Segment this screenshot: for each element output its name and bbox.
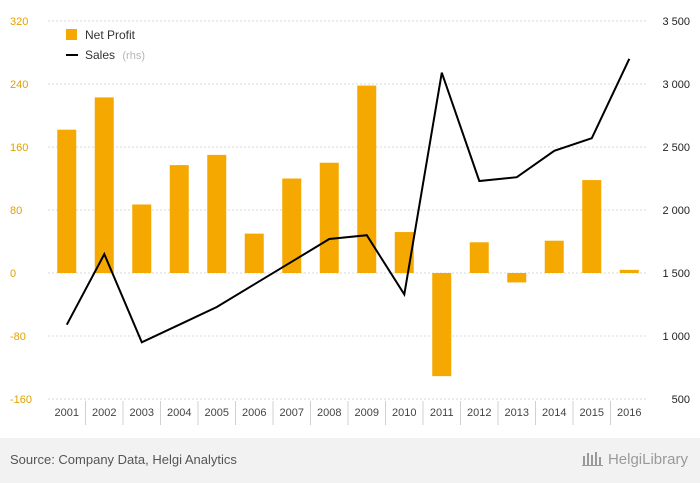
x-tick-label: 2009 (355, 407, 379, 419)
x-tick-label: 2011 (430, 407, 454, 419)
x-tick-label: 2016 (617, 407, 641, 419)
bar-net-profit-2008 (319, 162, 339, 273)
net-profit-bars (57, 85, 639, 377)
sales-line-layer (65, 58, 631, 344)
bar-net-profit-2015 (582, 180, 602, 273)
x-tick-label: 2010 (392, 407, 416, 419)
x-tick-label: 2013 (505, 407, 529, 419)
legend-label-sales-suffix: (rhs) (122, 50, 145, 62)
svg-text:Sales (rhs): Sales (rhs) (85, 48, 145, 62)
x-tick-label: 2015 (580, 407, 604, 419)
bar-net-profit-2012 (469, 242, 489, 273)
y-left-tick-label: 80 (10, 205, 22, 217)
bar-net-profit-2004 (169, 165, 189, 273)
x-tick-label: 2001 (55, 407, 79, 419)
bar-net-profit-2016 (619, 269, 639, 273)
y-left-tick-label: 240 (10, 79, 28, 91)
bar-net-profit-2007 (282, 178, 302, 273)
y-left-tick-label: -80 (10, 331, 26, 343)
bar-net-profit-2002 (94, 97, 114, 273)
bar-net-profit-2005 (207, 154, 227, 273)
bar-net-profit-2006 (244, 233, 264, 273)
left-axis-ticks: 320 240 160 80 0 -80 -160 (10, 16, 32, 406)
brand-logo: HelgiLibrary (581, 450, 688, 470)
brand-name: HelgiLibrary (607, 451, 688, 468)
y-right-tick-label: 2 000 (662, 205, 690, 217)
y-left-tick-label: 160 (10, 142, 28, 154)
bar-net-profit-2001 (57, 129, 77, 273)
bar-net-profit-2003 (132, 204, 152, 273)
y-right-tick-label: 1 000 (662, 331, 690, 343)
bar-net-profit-2011 (432, 273, 452, 377)
bar-net-profit-2013 (507, 273, 527, 283)
y-left-tick-label: -160 (10, 394, 32, 406)
right-axis-ticks: 3 500 3 000 2 500 2 000 1 500 1 000 500 (662, 16, 690, 406)
x-axis-ticks: 2001 2002 2003 2004 2005 2006 2007 2008 2009 2010… (55, 401, 641, 425)
y-right-tick-label: 500 (672, 394, 690, 406)
bar-net-profit-2009 (357, 85, 377, 273)
x-tick-label: 2006 (242, 407, 266, 419)
y-left-tick-label: 0 (10, 268, 16, 280)
sales-line (65, 58, 631, 344)
bar-net-profit-2014 (544, 240, 564, 273)
library-icon (581, 450, 604, 470)
x-tick-label: 2002 (92, 407, 116, 419)
y-right-tick-label: 3 500 (662, 16, 690, 28)
source-note: Source: Company Data, Helgi Analytics (10, 452, 237, 467)
x-tick-label: 2004 (167, 407, 191, 419)
x-tick-label: 2012 (467, 407, 491, 419)
x-tick-label: 2007 (280, 407, 304, 419)
legend: Net Profit Sales (rhs) (66, 28, 145, 62)
y-right-tick-label: 3 000 (662, 79, 690, 91)
x-tick-label: 2003 (130, 407, 154, 419)
x-tick-label: 2008 (317, 407, 341, 419)
y-right-tick-label: 1 500 (662, 268, 690, 280)
y-left-tick-label: 320 (10, 16, 28, 28)
legend-swatch-net-profit (66, 29, 77, 40)
chart: 320 240 160 80 0 -80 -160 3 500 3 000 2 500 2 000… (10, 16, 690, 425)
x-tick-label: 2014 (542, 407, 566, 419)
y-right-tick-label: 2 500 (662, 142, 690, 154)
legend-label-net-profit: Net Profit (85, 28, 136, 42)
legend-label-sales: Sales (85, 48, 115, 62)
x-tick-label: 2005 (205, 407, 229, 419)
